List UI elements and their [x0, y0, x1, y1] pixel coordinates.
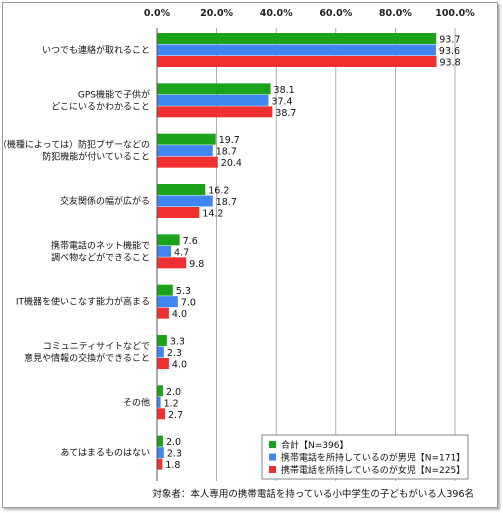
- category-label: いつでも連絡が取れること: [42, 44, 150, 56]
- data-label: 16.2: [208, 186, 229, 197]
- bar: [157, 56, 437, 67]
- footnote: 対象者：本人専用の携帯電話を持っている小中学生の子どもがいる人396名: [152, 488, 474, 500]
- data-label: 1.8: [165, 460, 180, 471]
- category-label: その他: [123, 396, 150, 408]
- bar: [157, 184, 206, 195]
- bar: [157, 335, 167, 346]
- bar: [157, 296, 178, 308]
- category-label: コミュニティサイトなどで: [43, 341, 150, 352]
- bar: [157, 408, 166, 420]
- data-label: 38.1: [274, 85, 295, 96]
- legend-swatch: [269, 441, 276, 448]
- bar: [157, 307, 169, 319]
- bar: [157, 133, 216, 145]
- legend-box: [261, 434, 469, 480]
- bar: [157, 156, 218, 168]
- data-label: 4.7: [174, 247, 189, 258]
- data-label: 2.0: [166, 387, 181, 398]
- category-label: 携帯電話のネット機能で: [51, 239, 150, 251]
- category-label: どこにいるかわかること: [51, 101, 150, 112]
- bar: [157, 458, 163, 470]
- bar: [157, 284, 173, 296]
- data-label: 2.7: [168, 410, 183, 421]
- data-label: 5.3: [176, 286, 191, 297]
- data-label: 7.0: [181, 298, 196, 309]
- data-label: 19.7: [219, 135, 240, 146]
- legend-label: 携帯電話を所持しているのが男児【N=171】: [281, 452, 465, 464]
- data-label: 4.0: [172, 360, 187, 371]
- category-label: 交友関係の幅が広がる: [60, 195, 150, 207]
- legend-swatch: [269, 453, 276, 461]
- category-label: 意見や情報の交換ができること: [24, 352, 150, 364]
- bar: [157, 447, 164, 459]
- data-label: 93.8: [440, 58, 461, 69]
- data-label: 37.4: [271, 96, 292, 107]
- data-label: 4.0: [172, 309, 187, 320]
- legend-swatch: [269, 466, 276, 473]
- bar: [157, 245, 172, 257]
- data-label: 7.6: [183, 236, 198, 247]
- data-label: 93.7: [439, 35, 460, 46]
- bar: [157, 234, 180, 246]
- bar: [157, 94, 269, 106]
- bar: [157, 106, 273, 118]
- x-tick-label: 80.0%: [379, 8, 412, 19]
- x-tick-label: 100.0%: [435, 8, 475, 19]
- category-label: あてはまるものはない: [60, 448, 150, 459]
- data-label: 20.4: [221, 158, 242, 169]
- bar: [157, 33, 437, 44]
- bar: [157, 396, 161, 408]
- data-label: 18.7: [216, 147, 237, 158]
- data-label: 38.7: [275, 108, 296, 119]
- data-label: 2.3: [167, 449, 182, 460]
- category-label: （機種によっては）防犯ブザーなどの: [0, 139, 150, 151]
- bar: [157, 346, 164, 358]
- x-tick-label: 20.0%: [200, 8, 233, 19]
- bar: [157, 435, 163, 447]
- data-label: 2.3: [167, 348, 182, 359]
- data-label: 14.2: [202, 209, 223, 220]
- x-tick-label: 60.0%: [319, 8, 352, 19]
- bar: [157, 257, 187, 269]
- bar: [157, 83, 271, 95]
- bar: [157, 44, 436, 56]
- bar: [157, 358, 169, 369]
- data-label: 1.2: [164, 398, 179, 409]
- category-label: IT機器を使いこなす能力が高まる: [16, 296, 150, 308]
- data-label: 18.7: [216, 197, 237, 208]
- category-label: 防犯機能が付いていること: [42, 151, 150, 163]
- data-label: 9.8: [189, 259, 204, 270]
- data-label: 3.3: [170, 337, 185, 348]
- bar: [157, 207, 200, 218]
- data-label: 93.6: [439, 46, 460, 57]
- category-label: 調べ物などができること: [51, 251, 150, 263]
- data-label: 2.0: [166, 437, 181, 448]
- x-tick-label: 40.0%: [260, 8, 293, 19]
- category-label: GPS機能で子供が: [78, 88, 150, 100]
- bar: [157, 385, 163, 397]
- bar: [157, 145, 213, 157]
- legend-label: 携帯電話を所持しているのが女児【N=225】: [281, 464, 465, 476]
- bar: [157, 195, 213, 207]
- legend-label: 合計【N=396】: [281, 439, 348, 451]
- x-tick-label: 0.0%: [144, 8, 171, 19]
